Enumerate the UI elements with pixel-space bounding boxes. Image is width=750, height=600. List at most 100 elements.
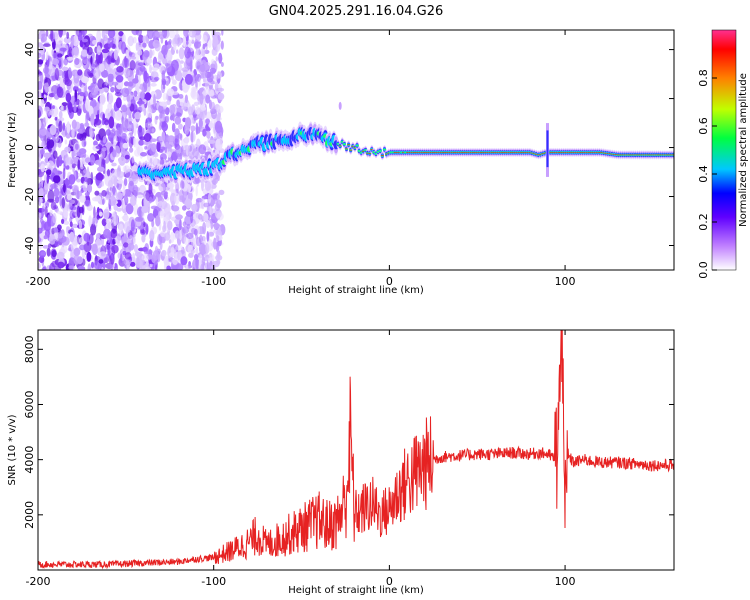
noise-blob <box>96 214 101 220</box>
noise-blob <box>174 116 182 125</box>
noise-blob <box>43 43 51 48</box>
noise-blob <box>90 56 93 66</box>
noise-blob <box>48 61 53 70</box>
noise-blob <box>48 139 55 149</box>
noise-blob <box>195 126 201 134</box>
noise-blob <box>182 205 187 211</box>
snr-x-tick-label: 100 <box>555 575 576 588</box>
noise-blob <box>68 265 75 270</box>
noise-blob <box>105 129 111 136</box>
noise-blob <box>99 93 106 106</box>
noise-blob <box>195 185 198 197</box>
noise-blob <box>125 136 129 142</box>
noise-blob <box>54 195 60 204</box>
noise-blob <box>127 242 135 251</box>
noise-blob <box>97 78 104 90</box>
noise-blob <box>114 110 122 121</box>
noise-blob <box>66 121 71 134</box>
noise-blob <box>178 123 183 130</box>
noise-blob <box>137 194 144 199</box>
noise-blob <box>205 220 211 228</box>
noise-blob <box>77 32 83 42</box>
noise-blob <box>121 132 127 139</box>
snr-frame <box>37 329 675 571</box>
noise-blob <box>150 82 157 87</box>
noise-blob <box>151 128 155 133</box>
noise-blob <box>213 228 221 234</box>
noise-blob <box>102 87 110 92</box>
noise-blob <box>169 104 176 115</box>
noise-blob <box>192 30 197 35</box>
noise-blob <box>88 215 92 228</box>
noise-blob <box>131 164 138 173</box>
noise-blob <box>90 171 94 185</box>
snr-x-ticks: -200 -100 0 100 <box>26 330 576 588</box>
noise-blob <box>110 86 115 93</box>
noise-blob <box>153 63 160 68</box>
noise-blob <box>159 211 164 217</box>
noise-blob <box>216 113 221 123</box>
noise-blob <box>63 36 72 44</box>
noise-blob <box>145 223 149 235</box>
noise-blob <box>49 124 57 136</box>
noise-blob <box>122 57 130 69</box>
noise-blob <box>146 57 153 64</box>
noise-blob <box>53 187 60 198</box>
noise-blob <box>108 36 115 41</box>
noise-blob <box>83 241 92 253</box>
noise-blob <box>61 66 69 71</box>
noise-blob <box>58 30 63 38</box>
noise-blob <box>86 46 93 56</box>
noise-blob <box>199 93 204 105</box>
noise-blob <box>72 156 79 164</box>
noise-blob <box>199 234 203 245</box>
noise-blob <box>171 122 176 133</box>
noise-blob <box>78 206 84 214</box>
noise-blob <box>183 30 189 38</box>
noise-blob <box>198 144 207 155</box>
noise-blob <box>61 197 65 209</box>
noise-blob <box>159 120 163 131</box>
noise-blob <box>216 212 224 221</box>
noise-blob <box>115 97 122 109</box>
noise-blob <box>166 44 173 49</box>
noise-blob <box>144 267 151 270</box>
noise-blob <box>68 139 74 147</box>
noise-blob <box>200 197 205 210</box>
noise-blob <box>142 52 148 61</box>
noise-blob <box>116 171 125 178</box>
noise-blob <box>38 255 45 264</box>
noise-blob <box>174 142 177 149</box>
noise-blob <box>189 31 193 37</box>
snr-x-tick-label: -200 <box>26 575 51 588</box>
ridge-blob <box>349 149 353 151</box>
noise-blob <box>44 106 50 112</box>
noise-blob <box>199 215 205 223</box>
noise-blob <box>80 49 88 57</box>
noise-blob <box>150 138 157 142</box>
noise-blob <box>121 236 125 245</box>
noise-blob <box>216 235 220 242</box>
noise-blob <box>149 263 153 268</box>
noise-blob <box>131 30 139 36</box>
noise-blob <box>143 133 152 142</box>
noise-blob <box>116 127 122 138</box>
noise-blob <box>89 126 93 138</box>
noise-blob <box>219 135 223 145</box>
noise-blob <box>121 112 126 117</box>
noise-blob <box>128 51 132 56</box>
noise-blob <box>178 47 185 60</box>
noise-blob <box>59 47 67 52</box>
noise-blob <box>95 145 103 150</box>
noise-blob <box>174 138 179 144</box>
noise-blob <box>213 237 217 250</box>
noise-blob <box>123 178 128 186</box>
noise-blob <box>82 180 88 193</box>
noise-blob <box>58 120 63 133</box>
noise-blob <box>56 251 65 260</box>
noise-blob <box>43 152 52 159</box>
noise-blob <box>171 37 178 47</box>
noise-blob <box>165 63 172 73</box>
noise-blob <box>185 264 189 270</box>
noise-blob <box>195 212 202 219</box>
